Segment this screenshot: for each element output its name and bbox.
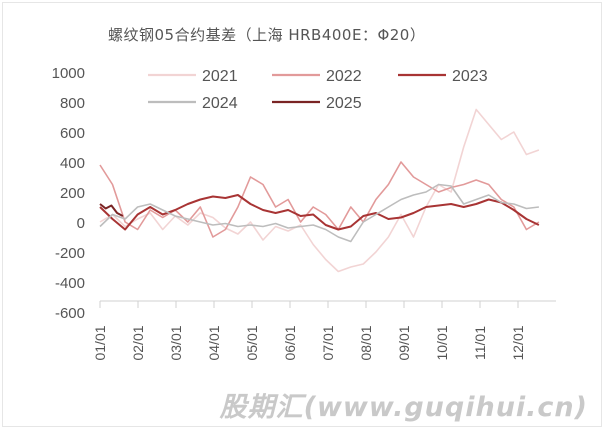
y-tick-label: -200 — [55, 245, 85, 262]
x-tick-label: 04/01 — [206, 325, 222, 360]
y-tick-label: -400 — [55, 275, 85, 292]
legend-label-2022: 2022 — [326, 68, 362, 85]
y-tick-label: 0 — [77, 215, 85, 232]
y-tick-label: 400 — [60, 155, 85, 172]
y-tick-label: 800 — [60, 95, 85, 112]
y-tick-label: 200 — [60, 185, 85, 202]
x-tick-label: 01/01 — [92, 325, 108, 360]
legend-label-2021: 2021 — [202, 68, 238, 85]
x-tick-label: 11/01 — [472, 326, 488, 360]
y-tick-label: 600 — [60, 125, 85, 142]
x-tick-label: 02/01 — [130, 325, 146, 360]
x-tick-label: 03/01 — [168, 325, 184, 360]
x-tick-label: 12/01 — [510, 325, 526, 360]
watermark: 股期汇(www.guqihui.cn) — [219, 392, 588, 423]
x-tick-label: 06/01 — [282, 325, 298, 360]
series-line-2024 — [99, 183, 539, 243]
x-tick-label: 05/01 — [244, 325, 260, 360]
chart-title: 螺纹钢05合约基差（上海 HRB400E：Φ20） — [108, 26, 426, 44]
legend-label-2024: 2024 — [202, 95, 238, 112]
x-tick-label: 08/01 — [358, 325, 374, 360]
y-tick-label: -600 — [55, 305, 85, 322]
y-tick-label: 1000 — [52, 65, 85, 82]
x-tick-label: 07/01 — [320, 325, 336, 360]
x-tick-label: 10/01 — [434, 325, 450, 360]
series-line-2021 — [99, 108, 540, 273]
series-line-2023 — [99, 194, 540, 231]
series-line-2025 — [99, 203, 124, 217]
chart-frame — [2, 2, 602, 427]
legend-label-2023: 2023 — [452, 68, 488, 85]
legend-label-2025: 2025 — [326, 95, 362, 112]
x-tick-label: 09/01 — [396, 325, 412, 360]
